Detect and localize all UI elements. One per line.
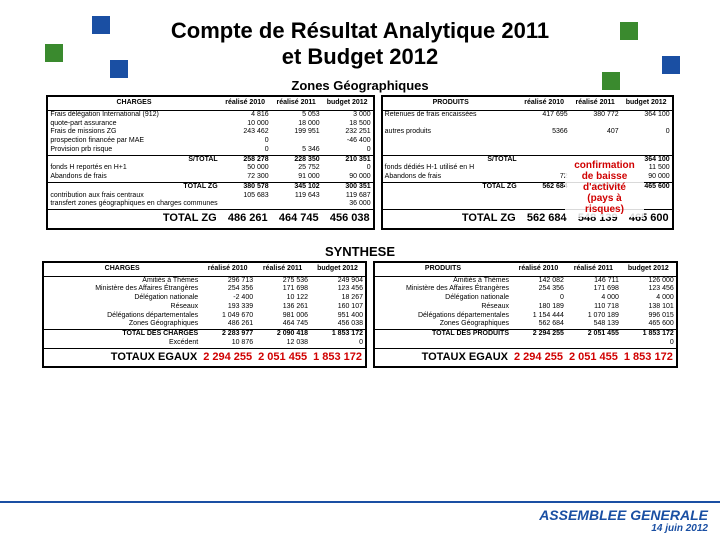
title-l2: et Budget 2012 xyxy=(0,44,720,70)
annotation-baisse: confirmation de baisse d'activité (pays … xyxy=(565,158,644,217)
deco-sq xyxy=(45,44,63,62)
th: réalisé 2010 xyxy=(519,96,570,110)
footer: ASSEMBLEE GENERALE 14 juin 2012 xyxy=(0,501,720,540)
synthese-produits-table: PRODUITS réalisé 2010 réalisé 2011 budge… xyxy=(373,261,678,369)
th: PRODUITS xyxy=(382,96,519,110)
footer-title: ASSEMBLEE GENERALE xyxy=(0,507,708,523)
synthese-header: SYNTHESE xyxy=(0,244,720,259)
zones-charges-table: CHARGES réalisé 2010 réalisé 2011 budget… xyxy=(46,95,374,230)
th: réalisé 2011 xyxy=(271,96,322,110)
deco-sq xyxy=(602,72,620,90)
synthese-charges-table: CHARGES réalisé 2010 réalisé 2011 budget… xyxy=(42,261,367,369)
th: réalisé 2010 xyxy=(220,96,271,110)
deco-sq xyxy=(620,22,638,40)
th: CHARGES xyxy=(47,96,219,110)
th: budget 2012 xyxy=(322,96,374,110)
th: réalisé 2011 xyxy=(570,96,621,110)
deco-sq xyxy=(110,60,128,78)
deco-sq xyxy=(662,56,680,74)
footer-date: 14 juin 2012 xyxy=(0,523,708,534)
th: budget 2012 xyxy=(621,96,673,110)
synthese-tables: CHARGES réalisé 2010 réalisé 2011 budget… xyxy=(0,261,720,369)
deco-sq xyxy=(92,16,110,34)
page-title: Compte de Résultat Analytique 2011 et Bu… xyxy=(0,0,720,70)
